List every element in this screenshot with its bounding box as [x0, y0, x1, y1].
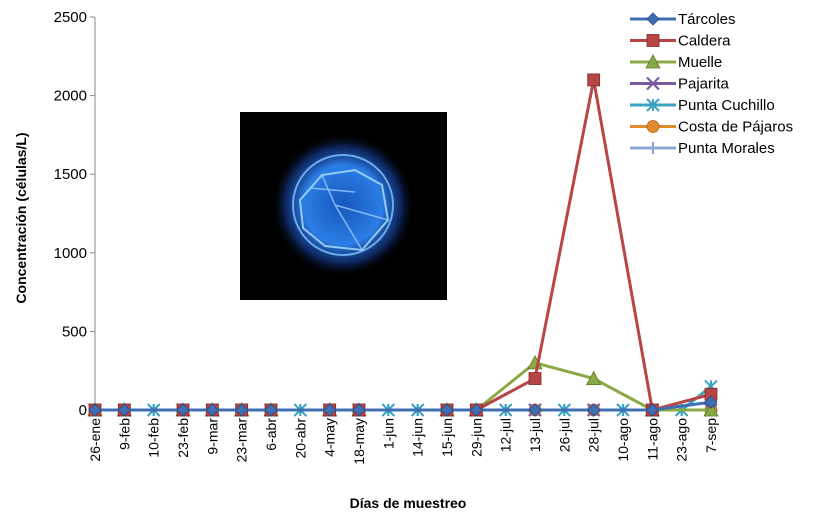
x-tick-label: 23-ago [674, 418, 690, 462]
legend-label: Tárcoles [678, 11, 736, 28]
data-point [585, 370, 602, 385]
series-line [95, 361, 711, 412]
data-point [528, 372, 542, 385]
x-tick-label: 26-jul [556, 418, 572, 452]
data-point [88, 403, 102, 417]
y-tick-label: 500 [62, 323, 87, 340]
data-point [704, 395, 718, 409]
data-point [587, 403, 601, 417]
x-tick-label: 13-jul [527, 418, 543, 452]
legend-item: Pajarita [630, 76, 730, 93]
data-point [205, 403, 219, 417]
legend-marker [646, 34, 660, 47]
y-tick-label: 2000 [54, 88, 87, 105]
legend-item: Tárcoles [630, 11, 736, 28]
y-tick-label: 0 [79, 402, 87, 419]
x-tick-label: 18-may [351, 418, 367, 465]
series-t-rcoles [88, 395, 718, 417]
x-tick-label: 6-abr [263, 418, 279, 451]
legend-item: Punta Cuchillo [630, 97, 775, 114]
inset-microscopy-image [240, 112, 447, 300]
y-tick-label: 1000 [54, 245, 87, 262]
data-point [235, 403, 249, 417]
data-point [703, 402, 719, 417]
x-tick-label: 9-mar [204, 418, 220, 455]
data-point [117, 403, 131, 417]
x-tick-label: 4-may [322, 418, 338, 457]
series-layer [87, 73, 719, 417]
x-tick-label: 10-ago [615, 418, 631, 462]
x-axis-title: Días de muestreo [350, 495, 467, 511]
cell-plate-sutures [309, 174, 389, 251]
legend-marker [646, 12, 660, 26]
legend-item: Punta Morales [630, 140, 775, 157]
legend-label: Punta Morales [678, 140, 775, 157]
data-point [176, 403, 190, 417]
x-tick-label: 20-abr [292, 418, 308, 459]
legend-item: Muelle [630, 54, 722, 71]
legend-item: Caldera [630, 33, 731, 50]
y-tick-label: 1500 [54, 166, 87, 183]
x-tick-label: 10-feb [146, 418, 162, 458]
x-tick-label: 11-ago [644, 418, 660, 461]
legend-marker [645, 54, 661, 69]
legend-item: Costa de Pájaros [630, 119, 793, 136]
x-axis-ticks: 26-ene 9-feb 10-feb 23-feb 9-mar 23-mar 6-abr 2… [87, 410, 719, 465]
data-point [469, 403, 483, 417]
x-tick-label: 9-feb [116, 418, 132, 450]
legend-label: Pajarita [678, 76, 730, 93]
x-tick-label: 12-jul [498, 418, 514, 452]
x-tick-label: 28-jul [586, 418, 602, 452]
y-axis-ticks: 0 500 1000 1500 2000 2500 [54, 9, 95, 419]
cell-outline [292, 154, 394, 256]
x-tick-label: 1-jun [380, 418, 396, 449]
x-tick-label: 26-ene [87, 418, 103, 462]
legend-marker [646, 76, 660, 91]
x-tick-label: 14-jun [410, 418, 426, 457]
data-point [323, 403, 337, 417]
x-tick-label: 15-jun [439, 418, 455, 457]
y-axis-title: Concentración (células/L) [13, 132, 29, 303]
legend-label: Punta Cuchillo [678, 97, 775, 114]
y-tick-label: 2500 [54, 9, 87, 26]
legend-marker [646, 98, 660, 112]
x-tick-label: 7-sep [703, 418, 719, 453]
data-point [264, 403, 278, 417]
legend-marker [646, 120, 660, 133]
legend: Tárcoles Caldera Muelle Pajarita Punta Cuchi… [630, 11, 793, 157]
legend-label: Costa de Pájaros [678, 119, 793, 136]
data-point [645, 403, 659, 417]
x-tick-label: 29-jun [468, 418, 484, 457]
data-point [352, 403, 366, 417]
legend-marker [647, 142, 659, 154]
legend-label: Caldera [678, 33, 731, 50]
x-tick-label: 23-mar [234, 418, 250, 463]
legend-label: Muelle [678, 54, 722, 71]
x-tick-label: 23-feb [175, 418, 191, 458]
data-point [440, 403, 454, 417]
data-point [587, 73, 601, 87]
data-point [528, 403, 542, 417]
